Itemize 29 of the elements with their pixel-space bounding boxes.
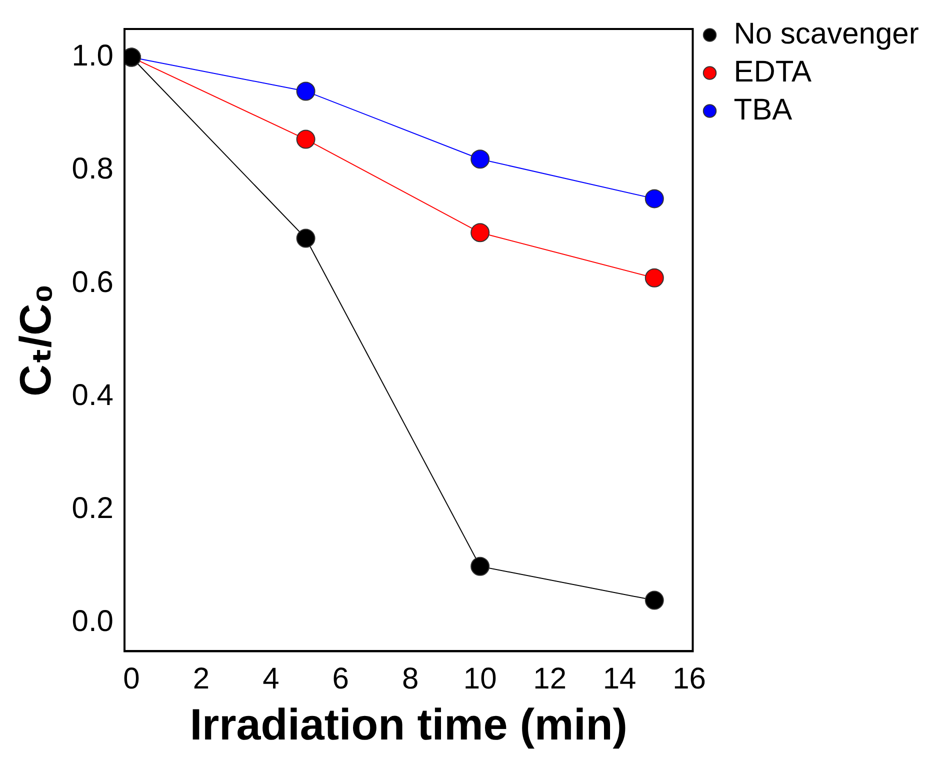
x-tick-label: 10 — [463, 662, 497, 696]
y-tick-label: 0.0 — [72, 605, 114, 638]
y-tick-label: 0.4 — [72, 378, 114, 412]
legend-label: EDTA — [734, 55, 812, 88]
x-tick-label: 14 — [602, 662, 636, 696]
x-axis-title: Irradiation time (min) — [190, 700, 628, 750]
legend-label: TBA — [734, 93, 792, 126]
point — [644, 590, 664, 610]
x-tick-label: 0 — [123, 662, 140, 696]
y-tick-label: 0.2 — [72, 492, 114, 526]
x-tick-label: 12 — [533, 662, 567, 696]
legend-label: No scavenger — [734, 17, 919, 50]
point — [296, 82, 316, 101]
x-tick-label: 4 — [262, 662, 280, 696]
x-tick-label: 16 — [672, 662, 706, 696]
point — [296, 130, 316, 149]
point — [470, 150, 490, 169]
x-tick-label: 2 — [192, 662, 210, 696]
x-tick-label: 6 — [332, 662, 349, 696]
point — [644, 268, 664, 288]
y-axis-title: Cₜ/C₀ — [12, 284, 61, 396]
point — [644, 189, 664, 208]
y-tick-label: 0.6 — [72, 266, 114, 299]
point — [296, 228, 316, 248]
point — [470, 223, 490, 242]
x-tick-label: 8 — [402, 662, 419, 696]
y-tick-label: 0.8 — [72, 152, 114, 186]
point — [470, 556, 490, 576]
y-tick-label: 1.0 — [72, 40, 114, 73]
